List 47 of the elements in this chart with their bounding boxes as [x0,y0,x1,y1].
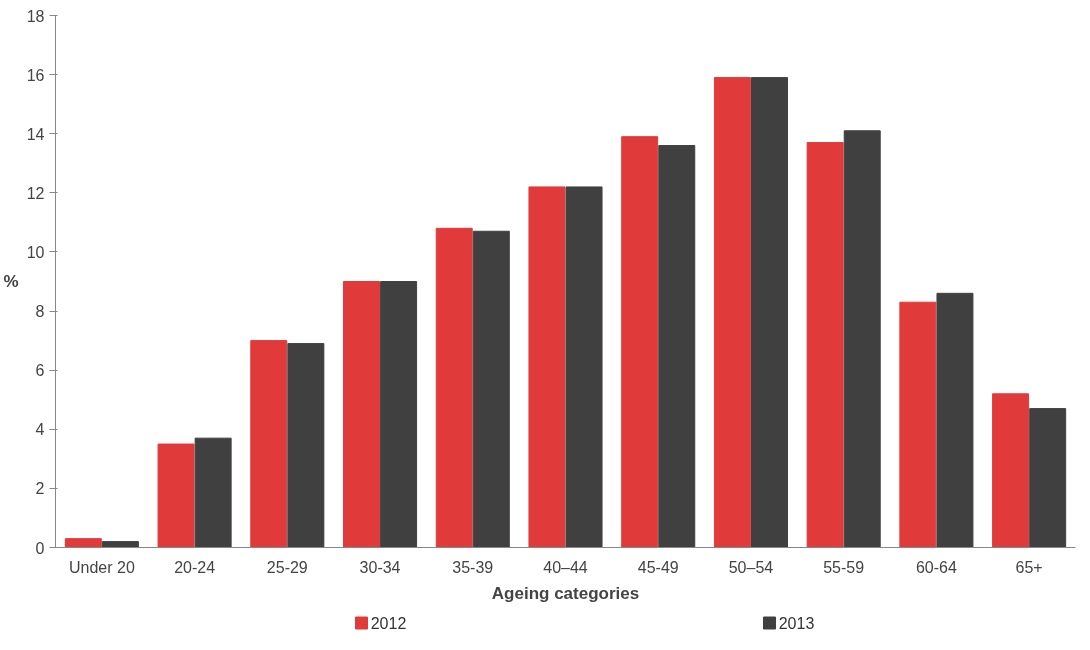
legend-label: 2013 [778,615,815,632]
x-tick-label: 55-59 [823,558,865,576]
bar [1029,408,1067,548]
bar [194,437,232,548]
y-axis-title: % [3,272,19,291]
x-axis-title: Ageing categories [491,583,640,603]
bar [472,230,510,548]
legend-label: 2012 [370,615,407,632]
y-tick-label: 0 [35,539,45,557]
y-tick-label: 6 [35,362,45,380]
x-tick-label: 30-34 [359,558,401,576]
bar [843,130,881,548]
x-tick-label: 40–44 [543,558,588,576]
x-tick-label: 50–54 [728,558,774,576]
x-tick-label: 65+ [1015,558,1043,576]
bar [713,77,751,548]
bar [64,538,102,548]
x-tick-label: 25-29 [266,558,308,576]
bar [565,186,603,548]
x-tick-label: Under 20 [68,558,135,576]
y-tick-label: 10 [26,243,45,261]
bar [435,227,473,548]
x-tick-label: 60-64 [915,558,957,576]
y-tick-label: 8 [35,303,45,321]
x-tick-label: 35-39 [452,558,494,576]
x-tick-label: 45-49 [637,558,679,576]
y-tick-label: 2 [35,480,45,498]
y-tick-label: 18 [26,7,45,25]
bar [751,77,788,548]
bar [343,281,380,548]
y-tick-label: 12 [26,184,45,202]
bar [936,292,974,548]
bar [621,136,659,548]
bar [992,393,1030,548]
bar [157,443,195,548]
bar [528,186,566,548]
bar [250,340,288,548]
y-tick-label: 14 [26,125,45,143]
bar [380,281,418,548]
bar [658,145,696,548]
y-tick-label: 4 [35,421,45,439]
bar [806,142,844,548]
bar [287,343,325,548]
bar [899,301,937,548]
bar [101,541,139,548]
y-tick-label: 16 [26,66,45,84]
x-tick-label: 20-24 [174,558,216,576]
